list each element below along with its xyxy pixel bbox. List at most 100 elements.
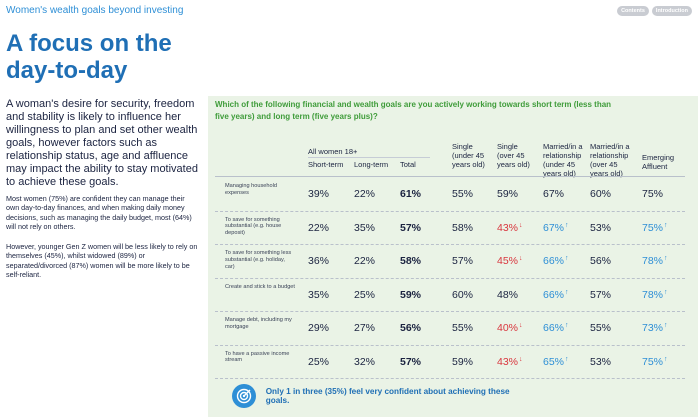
segment-value: 53%: [590, 355, 612, 368]
table-row: Create and stick to a budget 35% 25% 59% 60%…: [215, 279, 685, 312]
group-header-all-women: All women 18+: [308, 147, 358, 156]
segment-value: 43%: [497, 221, 519, 234]
cell-short: 35%: [308, 288, 330, 301]
cell-segment-2: 67%↑: [543, 222, 569, 234]
callout-text: Only 1 in three (35%) feel very confiden…: [265, 387, 510, 405]
segment-value: 45%: [497, 255, 519, 267]
row-label: Managing household expenses: [225, 183, 277, 196]
cell-long: 22%: [354, 188, 376, 200]
segment-value: 58%: [452, 221, 474, 234]
cell-total: 57%: [400, 221, 422, 234]
cell-short: 36%: [308, 255, 330, 267]
segment-value: 66%: [543, 255, 565, 267]
body-paragraph-2: However, younger Gen Z women will be les…: [6, 242, 198, 280]
segment-value: 66%: [543, 288, 565, 301]
cell-segment-3: 57%: [590, 289, 611, 301]
arrow-up-icon: ↑: [664, 255, 668, 262]
row-label: Create and stick to a budget: [225, 283, 295, 290]
cell-long: 27%: [354, 322, 376, 334]
arrow-up-icon: ↑: [664, 221, 668, 229]
cell-segment-0: 55%: [452, 188, 473, 200]
segment-value: 57%: [590, 288, 612, 301]
segment-value: 65%: [543, 355, 565, 368]
segment-value: 48%: [497, 288, 519, 301]
segment-value: 55%: [452, 322, 474, 334]
cell-total: 57%: [400, 355, 422, 368]
segment-value: 75%: [642, 221, 664, 234]
cell-long: 35%: [354, 221, 376, 234]
cell-segment-4: 75%: [642, 188, 663, 200]
cell-segment-4: 78%↑: [642, 255, 668, 267]
nav-pills: Contents Introduction: [617, 6, 692, 16]
cell-segment-3: 60%: [590, 188, 611, 200]
cell-segment-0: 60%: [452, 289, 473, 301]
arrow-up-icon: ↑: [664, 288, 668, 296]
col-single-under-45: Single (under 45 years old): [452, 142, 485, 169]
segment-value: 75%: [642, 355, 664, 368]
cell-segment-1: 40%↓: [497, 322, 523, 334]
cell-total: 61%: [400, 188, 422, 200]
col-married-over-45: Married/in a relationship (over 45 years…: [590, 142, 630, 178]
cell-segment-2: 66%↑: [543, 289, 569, 301]
cell-short: 22%: [308, 221, 330, 234]
cell-total: 58%: [400, 255, 422, 267]
segment-value: 43%: [497, 355, 519, 368]
segment-value: 55%: [590, 322, 612, 334]
col-total: Total: [400, 160, 416, 169]
arrow-up-icon: ↑: [565, 355, 569, 363]
cell-segment-2: 67%: [543, 188, 564, 200]
row-label: To have a passive income stream: [225, 350, 290, 364]
table-row: To have a passive income stream 25% 32% 57%…: [215, 346, 685, 379]
nav-contents-button[interactable]: Contents: [617, 6, 649, 16]
target-icon: [232, 384, 256, 408]
arrow-up-icon: ↑: [565, 221, 569, 229]
segment-value: 67%: [543, 188, 565, 200]
cell-total: 59%: [400, 288, 422, 301]
arrow-up-icon: ↑: [664, 322, 668, 329]
cell-segment-0: 58%: [452, 222, 473, 234]
segment-value: 59%: [497, 188, 519, 200]
arrow-down-icon: ↓: [519, 255, 523, 262]
cell-segment-2: 65%↑: [543, 356, 569, 368]
segment-value: 60%: [452, 288, 474, 301]
cell-segment-4: 73%↑: [642, 322, 668, 334]
col-married-under-45: Married/in a relationship (under 45 year…: [543, 142, 583, 178]
table-row: To save for something substantial (e.g. …: [215, 212, 685, 245]
cell-segment-1: 45%↓: [497, 255, 523, 267]
cell-segment-3: 53%: [590, 356, 611, 368]
arrow-down-icon: ↓: [519, 221, 523, 229]
arrow-down-icon: ↓: [519, 322, 523, 329]
segment-value: 60%: [590, 188, 612, 200]
cell-total: 56%: [400, 322, 422, 334]
cell-segment-0: 59%: [452, 356, 473, 368]
segment-value: 78%: [642, 288, 664, 301]
cell-short: 39%: [308, 188, 330, 200]
table-row: To save for something less substantial (…: [215, 245, 685, 279]
nav-introduction-button[interactable]: Introduction: [651, 6, 692, 16]
segment-value: 55%: [452, 188, 474, 200]
page-title: A focus on the day-to-day: [6, 30, 172, 84]
header-divider: [215, 176, 685, 177]
col-single-over-45: Single (over 45 years old): [497, 142, 530, 169]
cell-segment-0: 57%: [452, 255, 473, 267]
cell-segment-3: 56%: [590, 255, 611, 267]
arrow-up-icon: ↑: [565, 255, 569, 262]
intro-paragraph: A woman's desire for security, freedom a…: [6, 98, 198, 188]
cell-segment-2: 66%↑: [543, 322, 569, 334]
segment-value: 40%: [497, 322, 519, 334]
arrow-down-icon: ↓: [519, 355, 523, 363]
cell-segment-1: 43%↓: [497, 222, 523, 234]
col-emerging-affluent: Emerging Affluent: [642, 153, 675, 171]
cell-segment-4: 75%↑: [642, 356, 668, 368]
table-row: Managing household expenses 39% 22% 61% 55% 5…: [215, 178, 685, 212]
cell-segment-4: 75%↑: [642, 222, 668, 234]
confidence-callout: Only 1 in three (35%) feel very confiden…: [232, 382, 532, 410]
row-label: To save for something substantial (e.g. …: [225, 216, 282, 237]
cell-segment-0: 55%: [452, 322, 473, 334]
cell-segment-3: 53%: [590, 222, 611, 234]
arrow-up-icon: ↑: [565, 322, 569, 329]
segment-value: 56%: [590, 255, 612, 267]
col-long-term: Long-term: [354, 160, 389, 169]
segment-value: 67%: [543, 221, 565, 234]
cell-long: 25%: [354, 288, 376, 301]
